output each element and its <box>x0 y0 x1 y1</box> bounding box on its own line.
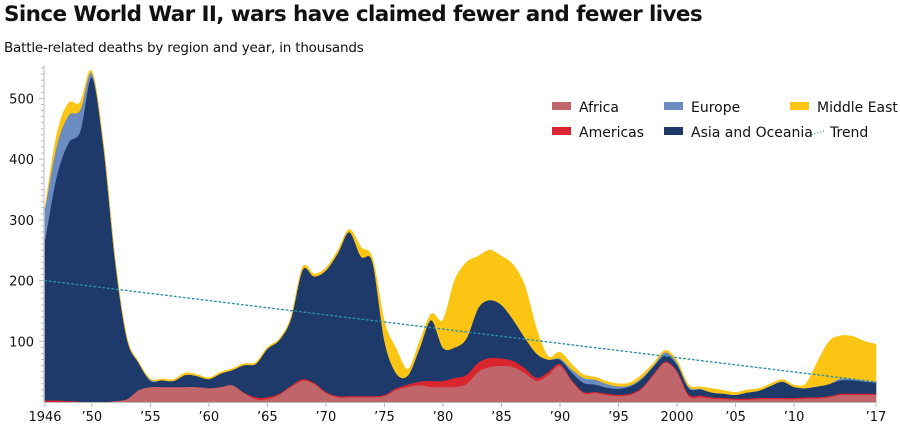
x-tick-label: ’80 <box>433 410 454 425</box>
x-tick-label: ’85 <box>491 410 512 425</box>
x-tick-label: ’75 <box>374 410 395 425</box>
legend-label: Africa <box>579 100 619 116</box>
legend-item-africa: Africa <box>552 100 619 116</box>
legend-trend-swatch <box>809 130 825 136</box>
legend-item-americas: Americas <box>552 125 644 141</box>
legend-item-europe: Europe <box>664 100 740 116</box>
legend-item-trend: Trend <box>809 125 868 141</box>
x-tick-label: ’50 <box>81 410 102 425</box>
x-tick-label: ’60 <box>199 410 220 425</box>
legend-item-middle-east: Middle East <box>790 100 898 116</box>
legend-label: Trend <box>829 125 868 141</box>
legend-swatch <box>664 127 683 135</box>
legend-swatch <box>552 102 571 110</box>
x-tick-label: ’17 <box>866 410 887 425</box>
chart-subtitle: Battle-related deaths by region and year… <box>4 40 364 56</box>
legend: Africa Europe Middle East Americas Asia and … <box>552 100 898 141</box>
chart-title: Since World War II, wars have claimed fe… <box>4 2 703 27</box>
x-tick-label: ’10 <box>784 410 805 425</box>
legend-label: Asia and Oceania <box>691 125 813 141</box>
legend-label: Europe <box>691 100 740 116</box>
legend-item-asia-and-oceania: Asia and Oceania <box>664 125 813 141</box>
x-tick-label: ’70 <box>316 410 337 425</box>
x-tick-label: ’05 <box>725 410 746 425</box>
x-tick-label: ’55 <box>140 410 161 425</box>
trend-layer <box>44 279 877 383</box>
trend-line <box>44 279 877 383</box>
x-tick-label: ’95 <box>608 410 629 425</box>
y-tick-label: 500 <box>9 92 34 107</box>
legend-swatch <box>664 102 683 110</box>
x-tick-label: 2000 <box>660 410 693 425</box>
legend-swatch <box>790 102 809 110</box>
legend-label: Middle East <box>817 100 898 116</box>
area-layers <box>44 69 877 403</box>
x-tick-label: ’90 <box>550 410 571 425</box>
y-tick-label: 400 <box>9 153 34 168</box>
x-tick-label: 1946 <box>28 410 61 425</box>
axes: 100 200 300 400 500 1946 ’50 ’55 ’60 ’65 ’70 ’75 ’80… <box>9 65 886 425</box>
legend-swatch <box>552 127 571 135</box>
y-tick-label: 300 <box>9 214 34 229</box>
y-tick-label: 100 <box>9 335 34 350</box>
legend-label: Americas <box>579 125 644 141</box>
y-tick-label: 200 <box>9 275 34 290</box>
x-tick-label: ’65 <box>257 410 278 425</box>
area-middle-east <box>44 69 877 396</box>
